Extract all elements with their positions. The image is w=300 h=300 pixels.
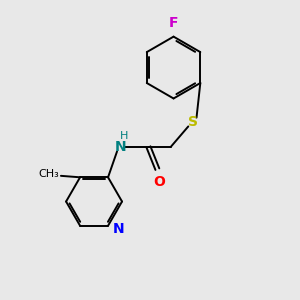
Text: F: F xyxy=(169,16,178,30)
Text: O: O xyxy=(153,175,165,189)
Text: N: N xyxy=(115,140,126,154)
Text: CH₃: CH₃ xyxy=(39,169,59,179)
Text: N: N xyxy=(112,222,124,236)
Text: H: H xyxy=(120,130,128,141)
Text: S: S xyxy=(188,115,198,129)
